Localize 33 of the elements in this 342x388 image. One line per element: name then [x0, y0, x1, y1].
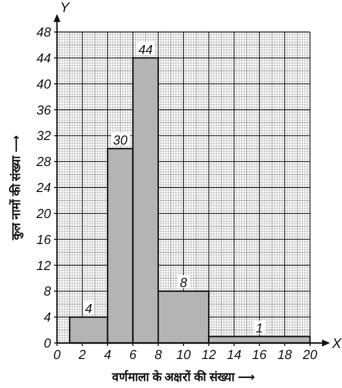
y-tick-label: 12: [36, 258, 52, 273]
y-tick-label: 24: [36, 180, 51, 195]
data-label: 30: [113, 132, 128, 148]
y-tick-label: 40: [36, 76, 52, 92]
data-label: 4: [85, 301, 92, 316]
x-tick-label: 12: [202, 347, 217, 362]
x-axis-title: वर्णमाला के अक्षरों की संख्या ⟶: [111, 370, 255, 384]
data-label: 8: [180, 275, 188, 290]
x-tick-label: 4: [104, 347, 112, 362]
x-tick-label: 20: [302, 347, 318, 362]
y-tick-label: 48: [36, 24, 52, 40]
x-tick-label: 18: [277, 347, 293, 362]
text: Y: [60, 0, 71, 15]
data-label: 44: [138, 42, 153, 57]
x-tick-label: 8: [154, 347, 163, 362]
x-tick-label: 0: [53, 347, 62, 362]
y-tick-label: 16: [36, 232, 52, 247]
y-tick-label: 28: [36, 154, 52, 170]
y-tick-label: 4: [44, 310, 51, 325]
y-axis-title: कुल नामों की संख्या ⟶: [9, 135, 24, 241]
y-tick-label: 8: [44, 284, 52, 299]
text: X: [331, 335, 342, 351]
y-tick-label: 0: [44, 336, 52, 350]
y-tick-label: 20: [36, 206, 52, 221]
x-tick-label: 2: [78, 347, 87, 362]
data-label: 1: [256, 320, 264, 336]
x-tick-label: 14: [226, 347, 242, 362]
x-tick-label: 10: [176, 347, 192, 362]
y-tick-label: 36: [36, 102, 52, 118]
x-tick-label: 16: [252, 347, 268, 362]
y-tick-label: 44: [36, 50, 51, 66]
x-tick-label: 6: [129, 347, 138, 362]
y-tick-label: 32: [36, 128, 52, 144]
